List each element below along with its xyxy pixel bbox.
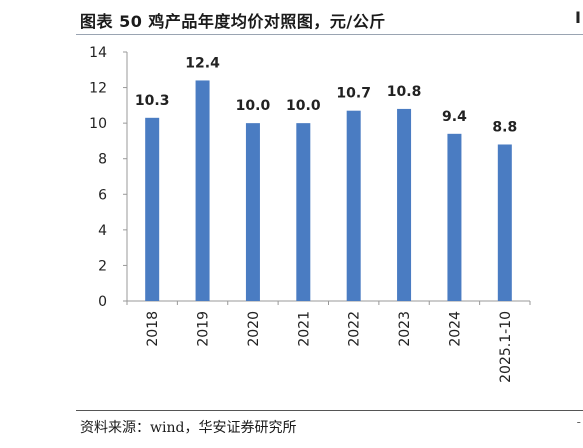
y-tick-label: 10 bbox=[89, 116, 107, 132]
adjacent-panel-edge-bottom: - bbox=[576, 415, 581, 429]
chart-title: 图表 50 鸡产品年度均价对照图，元/公斤 bbox=[80, 12, 386, 31]
x-tick-label: 2022 bbox=[347, 311, 363, 347]
y-tick-label: 8 bbox=[98, 152, 107, 168]
bar bbox=[397, 108, 412, 302]
bar bbox=[145, 117, 160, 301]
bar bbox=[195, 80, 210, 301]
bar-value-label: 9.4 bbox=[442, 109, 467, 125]
x-tick-label: 2019 bbox=[196, 311, 212, 347]
bar-chart: 0 2 4 6 8 10 12 14 10.3 2018 12.4 2019 10.0 2020 10.0 2… bbox=[89, 45, 531, 383]
source-divider bbox=[76, 410, 583, 411]
adjacent-panel-edge: I bbox=[575, 8, 581, 27]
bar-value-label: 12.4 bbox=[185, 55, 220, 71]
bar-value-label: 10.7 bbox=[336, 86, 371, 102]
bar-value-label: 10.3 bbox=[135, 93, 170, 109]
y-tick-label: 12 bbox=[89, 81, 107, 97]
y-tick-label: 2 bbox=[98, 258, 107, 274]
source-note: 资料来源：wind，华安证券研究所 bbox=[80, 420, 297, 436]
x-tick-label: 2021 bbox=[296, 311, 312, 347]
x-tick-label: 2023 bbox=[397, 311, 413, 347]
bar bbox=[497, 144, 512, 301]
bar bbox=[346, 110, 361, 301]
y-tick-label: 6 bbox=[98, 187, 107, 203]
x-tick-label: 2024 bbox=[447, 311, 463, 347]
bar-value-label: 10.0 bbox=[286, 98, 321, 114]
y-tick-label: 0 bbox=[98, 294, 107, 310]
bar-value-label: 10.0 bbox=[236, 98, 271, 114]
y-tick-label: 14 bbox=[89, 45, 107, 61]
y-tick-label: 4 bbox=[98, 223, 107, 239]
x-tick-label: 2025.1-10 bbox=[498, 311, 514, 383]
x-tick-label: 2020 bbox=[246, 311, 262, 347]
bar-value-label: 10.8 bbox=[387, 84, 422, 100]
bar bbox=[447, 133, 462, 301]
title-divider bbox=[76, 34, 583, 35]
bar bbox=[245, 123, 260, 302]
bar bbox=[296, 123, 311, 302]
x-tick-label: 2018 bbox=[145, 311, 161, 347]
bar-value-label: 8.8 bbox=[492, 119, 517, 135]
